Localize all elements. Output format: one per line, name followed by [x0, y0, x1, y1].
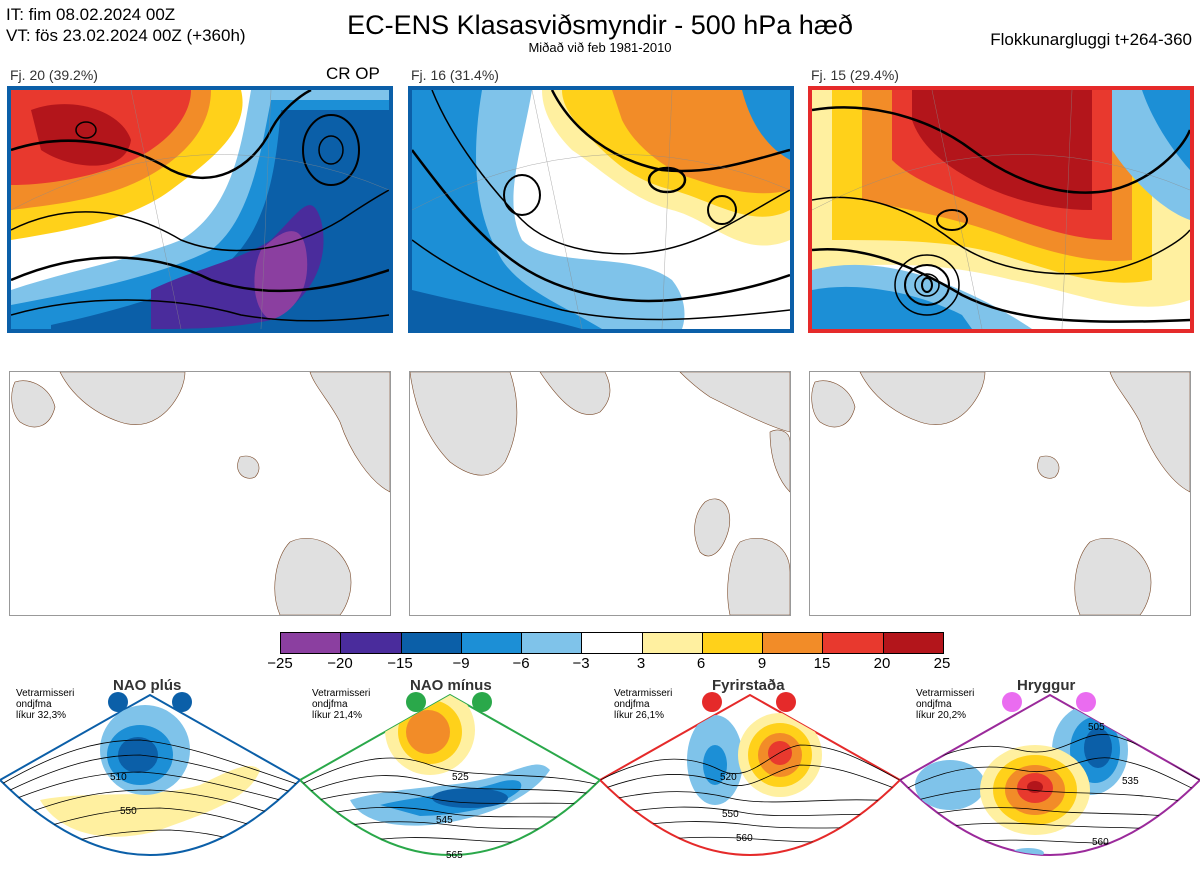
- regime-1-contour-550: 550: [120, 806, 137, 817]
- panel-2-label: Fj. 16 (31.4%): [411, 67, 499, 83]
- colorbar-tick: 15: [813, 655, 831, 672]
- colorbar-tick: −20: [327, 655, 353, 672]
- regime-3-line3: líkur 26,1%: [614, 710, 665, 721]
- regime-2-contour-545: 545: [436, 815, 453, 826]
- regime-2-info: Vetrarmisseri ondjfma líkur 21,4%: [312, 688, 370, 721]
- regime-4-title: Hryggur: [1017, 677, 1076, 694]
- empty-map-2: [409, 371, 791, 616]
- colorbar-tick: 3: [636, 655, 646, 672]
- colorbar-cell: [401, 633, 462, 653]
- regime-4-dot-left: [1002, 692, 1022, 712]
- cluster-map-1: [7, 86, 393, 333]
- regime-2-contour-565: 565: [446, 850, 463, 861]
- empty-map-1: [9, 371, 391, 616]
- colorbar-tick: −3: [572, 655, 590, 672]
- regime-4-info: Vetrarmisseri ondjfma líkur 20,2%: [916, 688, 974, 721]
- regime-3-dot-left: [702, 692, 722, 712]
- regime-3-contour-520: 520: [720, 772, 737, 783]
- regime-1-map: 510 550: [0, 693, 300, 856]
- regime-2-map: 525 545 565: [300, 693, 600, 861]
- colorbar-tick: 25: [933, 655, 951, 672]
- regime-3-contour-550: 550: [722, 809, 739, 820]
- regime-4-map: 505 535 560: [900, 693, 1200, 856]
- regime-3-map: 520 550 560: [600, 693, 900, 856]
- colorbar-cell: [883, 633, 943, 653]
- page-subtitle: Miðað við feb 1981-2010: [528, 40, 672, 55]
- it-line: IT: fim 08.02.2024 00Z: [6, 5, 176, 24]
- colorbar-cell: [582, 633, 643, 653]
- regime-2-contour-525: 525: [452, 772, 469, 783]
- cluster-map-3: [808, 86, 1194, 333]
- panel-1-label: Fj. 20 (39.2%): [10, 67, 98, 83]
- regime-1-dot-right: [172, 692, 192, 712]
- regime-4-line3: líkur 20,2%: [916, 710, 967, 721]
- regime-4-contour-505: 505: [1088, 722, 1105, 733]
- colorbar-cell: [702, 633, 764, 653]
- regime-4-contour-535: 535: [1122, 776, 1139, 787]
- colorbar-tick: 6: [696, 655, 706, 672]
- colorbar-cell: [763, 633, 824, 653]
- colorbar-tick: 9: [757, 655, 767, 672]
- window-label: Flokkunargluggi t+264-360: [990, 30, 1192, 49]
- regime-3-dot-right: [776, 692, 796, 712]
- colorbar-cell: [341, 633, 402, 653]
- regime-1-info: Vetrarmisseri ondjfma líkur 32,3%: [16, 688, 74, 721]
- regime-4-line2: ondjfma: [916, 699, 952, 710]
- colorbar-cell: [642, 633, 703, 653]
- colorbar-tick: −6: [512, 655, 530, 672]
- regime-4-line1: Vetrarmisseri: [916, 688, 975, 699]
- regime-1-line2: ondjfma: [16, 699, 52, 710]
- regime-2-title: NAO mínus: [410, 677, 492, 694]
- cluster-map-2: [408, 86, 794, 333]
- regime-3-info: Vetrarmisseri ondjfma líkur 26,1%: [614, 688, 672, 721]
- regime-2-line2: ondjfma: [312, 699, 348, 710]
- colorbar-tick: −9: [452, 655, 470, 672]
- colorbar-cell: [522, 633, 583, 653]
- regime-2-line1: Vetrarmisseri: [312, 688, 371, 699]
- empty-map-3: [809, 371, 1191, 616]
- colorbar: [280, 632, 944, 654]
- page-title: EC-ENS Klasasviðsmyndir - 500 hPa hæð: [347, 10, 853, 40]
- colorbar-cell: [823, 633, 884, 653]
- regime-3-line2: ondjfma: [614, 699, 650, 710]
- regime-4-dot-right: [1076, 692, 1096, 712]
- colorbar-tick: −25: [267, 655, 293, 672]
- regime-3-title: Fyrirstaða: [712, 677, 785, 694]
- vt-line: VT: fös 23.02.2024 00Z (+360h): [6, 26, 246, 45]
- colorbar-tick: 20: [873, 655, 891, 672]
- regime-3-line1: Vetrarmisseri: [614, 688, 673, 699]
- panel-1-tag: CR OP: [326, 64, 380, 83]
- regime-2-dot-right: [472, 692, 492, 712]
- colorbar-cell: [461, 633, 523, 653]
- colorbar-tick: −15: [387, 655, 413, 672]
- regime-1-title: NAO plús: [113, 677, 182, 694]
- regime-1-line3: líkur 32,3%: [16, 710, 67, 721]
- colorbar-cell: [281, 633, 342, 653]
- regime-1-dot-left: [108, 692, 128, 712]
- header-times: IT: fim 08.02.2024 00Z VT: fös 23.02.202…: [6, 4, 246, 46]
- regime-3-contour-560: 560: [736, 833, 753, 844]
- panel-3-label: Fj. 15 (29.4%): [811, 67, 899, 83]
- regime-1-line1: Vetrarmisseri: [16, 688, 75, 699]
- regime-2-line3: líkur 21,4%: [312, 710, 363, 721]
- regime-1-contour-510: 510: [110, 772, 127, 783]
- regime-2-dot-left: [406, 692, 426, 712]
- regime-4-contour-560: 560: [1092, 837, 1109, 848]
